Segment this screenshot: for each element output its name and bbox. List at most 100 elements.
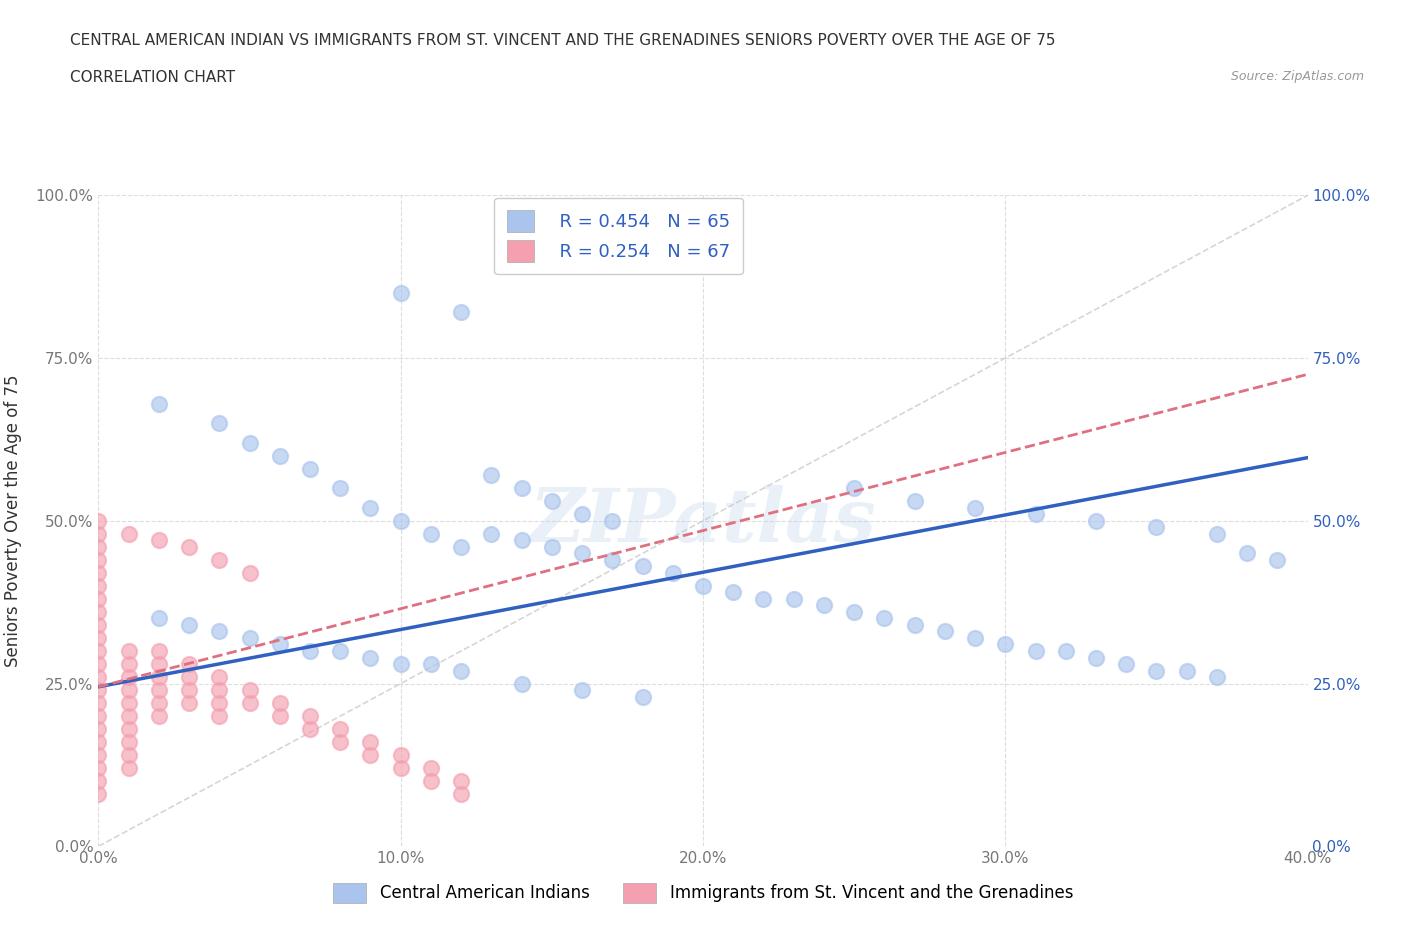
Point <box>87 526 110 541</box>
Point <box>87 709 110 724</box>
Point <box>389 761 412 776</box>
Point <box>118 748 141 763</box>
Legend: Central American Indians, Immigrants from St. Vincent and the Grenadines: Central American Indians, Immigrants fro… <box>326 876 1080 910</box>
Point <box>389 286 412 300</box>
Point <box>269 709 291 724</box>
Point <box>1115 657 1137 671</box>
Point <box>510 481 533 496</box>
Point <box>87 670 110 684</box>
Point <box>87 591 110 606</box>
Point <box>844 481 866 496</box>
Point <box>571 546 593 561</box>
Point <box>481 526 503 541</box>
Point <box>1054 644 1077 658</box>
Point <box>934 624 956 639</box>
Point <box>87 748 110 763</box>
Point <box>1144 663 1167 678</box>
Point <box>87 735 110 750</box>
Point <box>723 585 745 600</box>
Point <box>844 604 866 619</box>
Point <box>481 468 503 483</box>
Point <box>87 604 110 619</box>
Point <box>87 683 110 698</box>
Point <box>239 565 262 580</box>
Point <box>208 552 231 567</box>
Point <box>208 416 231 431</box>
Point <box>1206 670 1229 684</box>
Point <box>208 624 231 639</box>
Text: Source: ZipAtlas.com: Source: ZipAtlas.com <box>1230 70 1364 83</box>
Point <box>179 539 201 554</box>
Point <box>87 696 110 711</box>
Point <box>118 683 141 698</box>
Point <box>752 591 775 606</box>
Point <box>904 494 927 509</box>
Point <box>179 683 201 698</box>
Point <box>783 591 806 606</box>
Point <box>360 500 382 515</box>
Point <box>208 670 231 684</box>
Point <box>87 565 110 580</box>
Point <box>118 709 141 724</box>
Point <box>540 539 562 554</box>
Point <box>389 513 412 528</box>
Point <box>179 657 201 671</box>
Point <box>389 748 412 763</box>
Text: CORRELATION CHART: CORRELATION CHART <box>70 70 235 85</box>
Point <box>148 683 170 698</box>
Point <box>904 618 927 632</box>
Point <box>118 644 141 658</box>
Point <box>360 735 382 750</box>
Point <box>965 631 987 645</box>
Point <box>420 774 443 789</box>
Point <box>179 670 201 684</box>
Point <box>631 689 654 704</box>
Point <box>299 644 322 658</box>
Point <box>662 565 685 580</box>
Point <box>450 774 472 789</box>
Point <box>87 722 110 737</box>
Point <box>179 696 201 711</box>
Point <box>602 552 624 567</box>
Point <box>239 696 262 711</box>
Point <box>87 657 110 671</box>
Point <box>420 761 443 776</box>
Point <box>269 448 291 463</box>
Point <box>208 696 231 711</box>
Point <box>450 305 472 320</box>
Point <box>360 748 382 763</box>
Point <box>1085 650 1108 665</box>
Text: CENTRAL AMERICAN INDIAN VS IMMIGRANTS FROM ST. VINCENT AND THE GRENADINES SENIOR: CENTRAL AMERICAN INDIAN VS IMMIGRANTS FR… <box>70 33 1056 47</box>
Point <box>571 507 593 522</box>
Point <box>87 774 110 789</box>
Point <box>87 631 110 645</box>
Point <box>87 644 110 658</box>
Point <box>87 787 110 802</box>
Point <box>299 461 322 476</box>
Point <box>87 552 110 567</box>
Point <box>1085 513 1108 528</box>
Point <box>1206 526 1229 541</box>
Point <box>450 539 472 554</box>
Point <box>389 657 412 671</box>
Point <box>87 539 110 554</box>
Point <box>87 513 110 528</box>
Point <box>118 526 141 541</box>
Point <box>239 435 262 450</box>
Point <box>148 644 170 658</box>
Point <box>118 657 141 671</box>
Point <box>450 787 472 802</box>
Point <box>360 650 382 665</box>
Point <box>87 761 110 776</box>
Point <box>148 611 170 626</box>
Point <box>329 722 352 737</box>
Point <box>87 578 110 593</box>
Point <box>1024 644 1046 658</box>
Point <box>269 637 291 652</box>
Point <box>994 637 1017 652</box>
Point <box>1236 546 1258 561</box>
Point <box>510 533 533 548</box>
Point <box>450 663 472 678</box>
Point <box>208 683 231 698</box>
Point <box>239 631 262 645</box>
